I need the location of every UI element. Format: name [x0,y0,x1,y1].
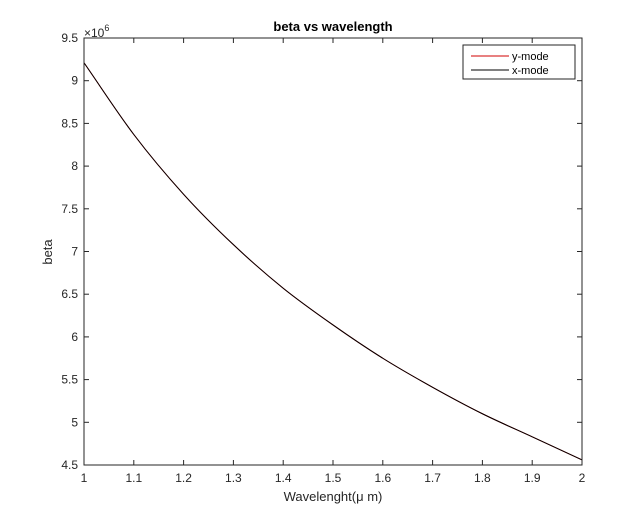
y-tick-label: 8.5 [61,116,78,130]
y-multiplier-exponent: 6 [104,23,109,33]
x-tick-label: 1 [81,471,88,485]
x-tick-label: 1.6 [374,471,391,485]
series-line-x-mode [83,62,583,461]
tick-labels-layer: 1 1.1 1.2 1.3 1.4 1.5 1.6 1.7 1.8 1.9 2 4.5 5 5.5 6 6.5… [61,31,585,485]
y-tick-label: 4.5 [61,458,78,472]
x-tick-label: 1.8 [474,471,491,485]
y-tick-label: 6 [71,330,78,344]
y-axis-label: beta [40,239,55,265]
y-tick-label: 5.5 [61,373,78,387]
legend-label-y-mode: y-mode [512,51,549,63]
y-multiplier-base: ×10 [84,26,105,40]
plot-area [84,38,582,465]
y-tick-label: 9.5 [61,31,78,45]
x-tick-label: 1.1 [125,471,142,485]
legend-box [462,44,576,80]
y-multiplier: ×106 [84,23,109,40]
x-tick-label: 1.7 [424,471,441,485]
x-tick-label: 1.3 [225,471,242,485]
legend: y-mode x-mode [462,44,576,80]
y-tick-label: 9 [71,74,78,88]
x-tick-label: 2 [579,471,586,485]
x-tick-label: 1.4 [275,471,292,485]
chart-title: beta vs wavelength [273,19,392,34]
ticks-layer [83,37,583,466]
y-tick-label: 7 [71,245,78,259]
x-tick-label: 1.5 [325,471,342,485]
x-tick-label: 1.2 [175,471,192,485]
legend-label-x-mode: x-mode [512,65,549,77]
y-tick-label: 6.5 [61,287,78,301]
x-axis-label: Wavelenght(μ m) [284,489,383,504]
y-tick-label: 7.5 [61,202,78,216]
y-tick-label: 8 [71,159,78,173]
series-layer [83,62,583,461]
y-tick-label: 5 [71,415,78,429]
x-tick-label: 1.9 [524,471,541,485]
